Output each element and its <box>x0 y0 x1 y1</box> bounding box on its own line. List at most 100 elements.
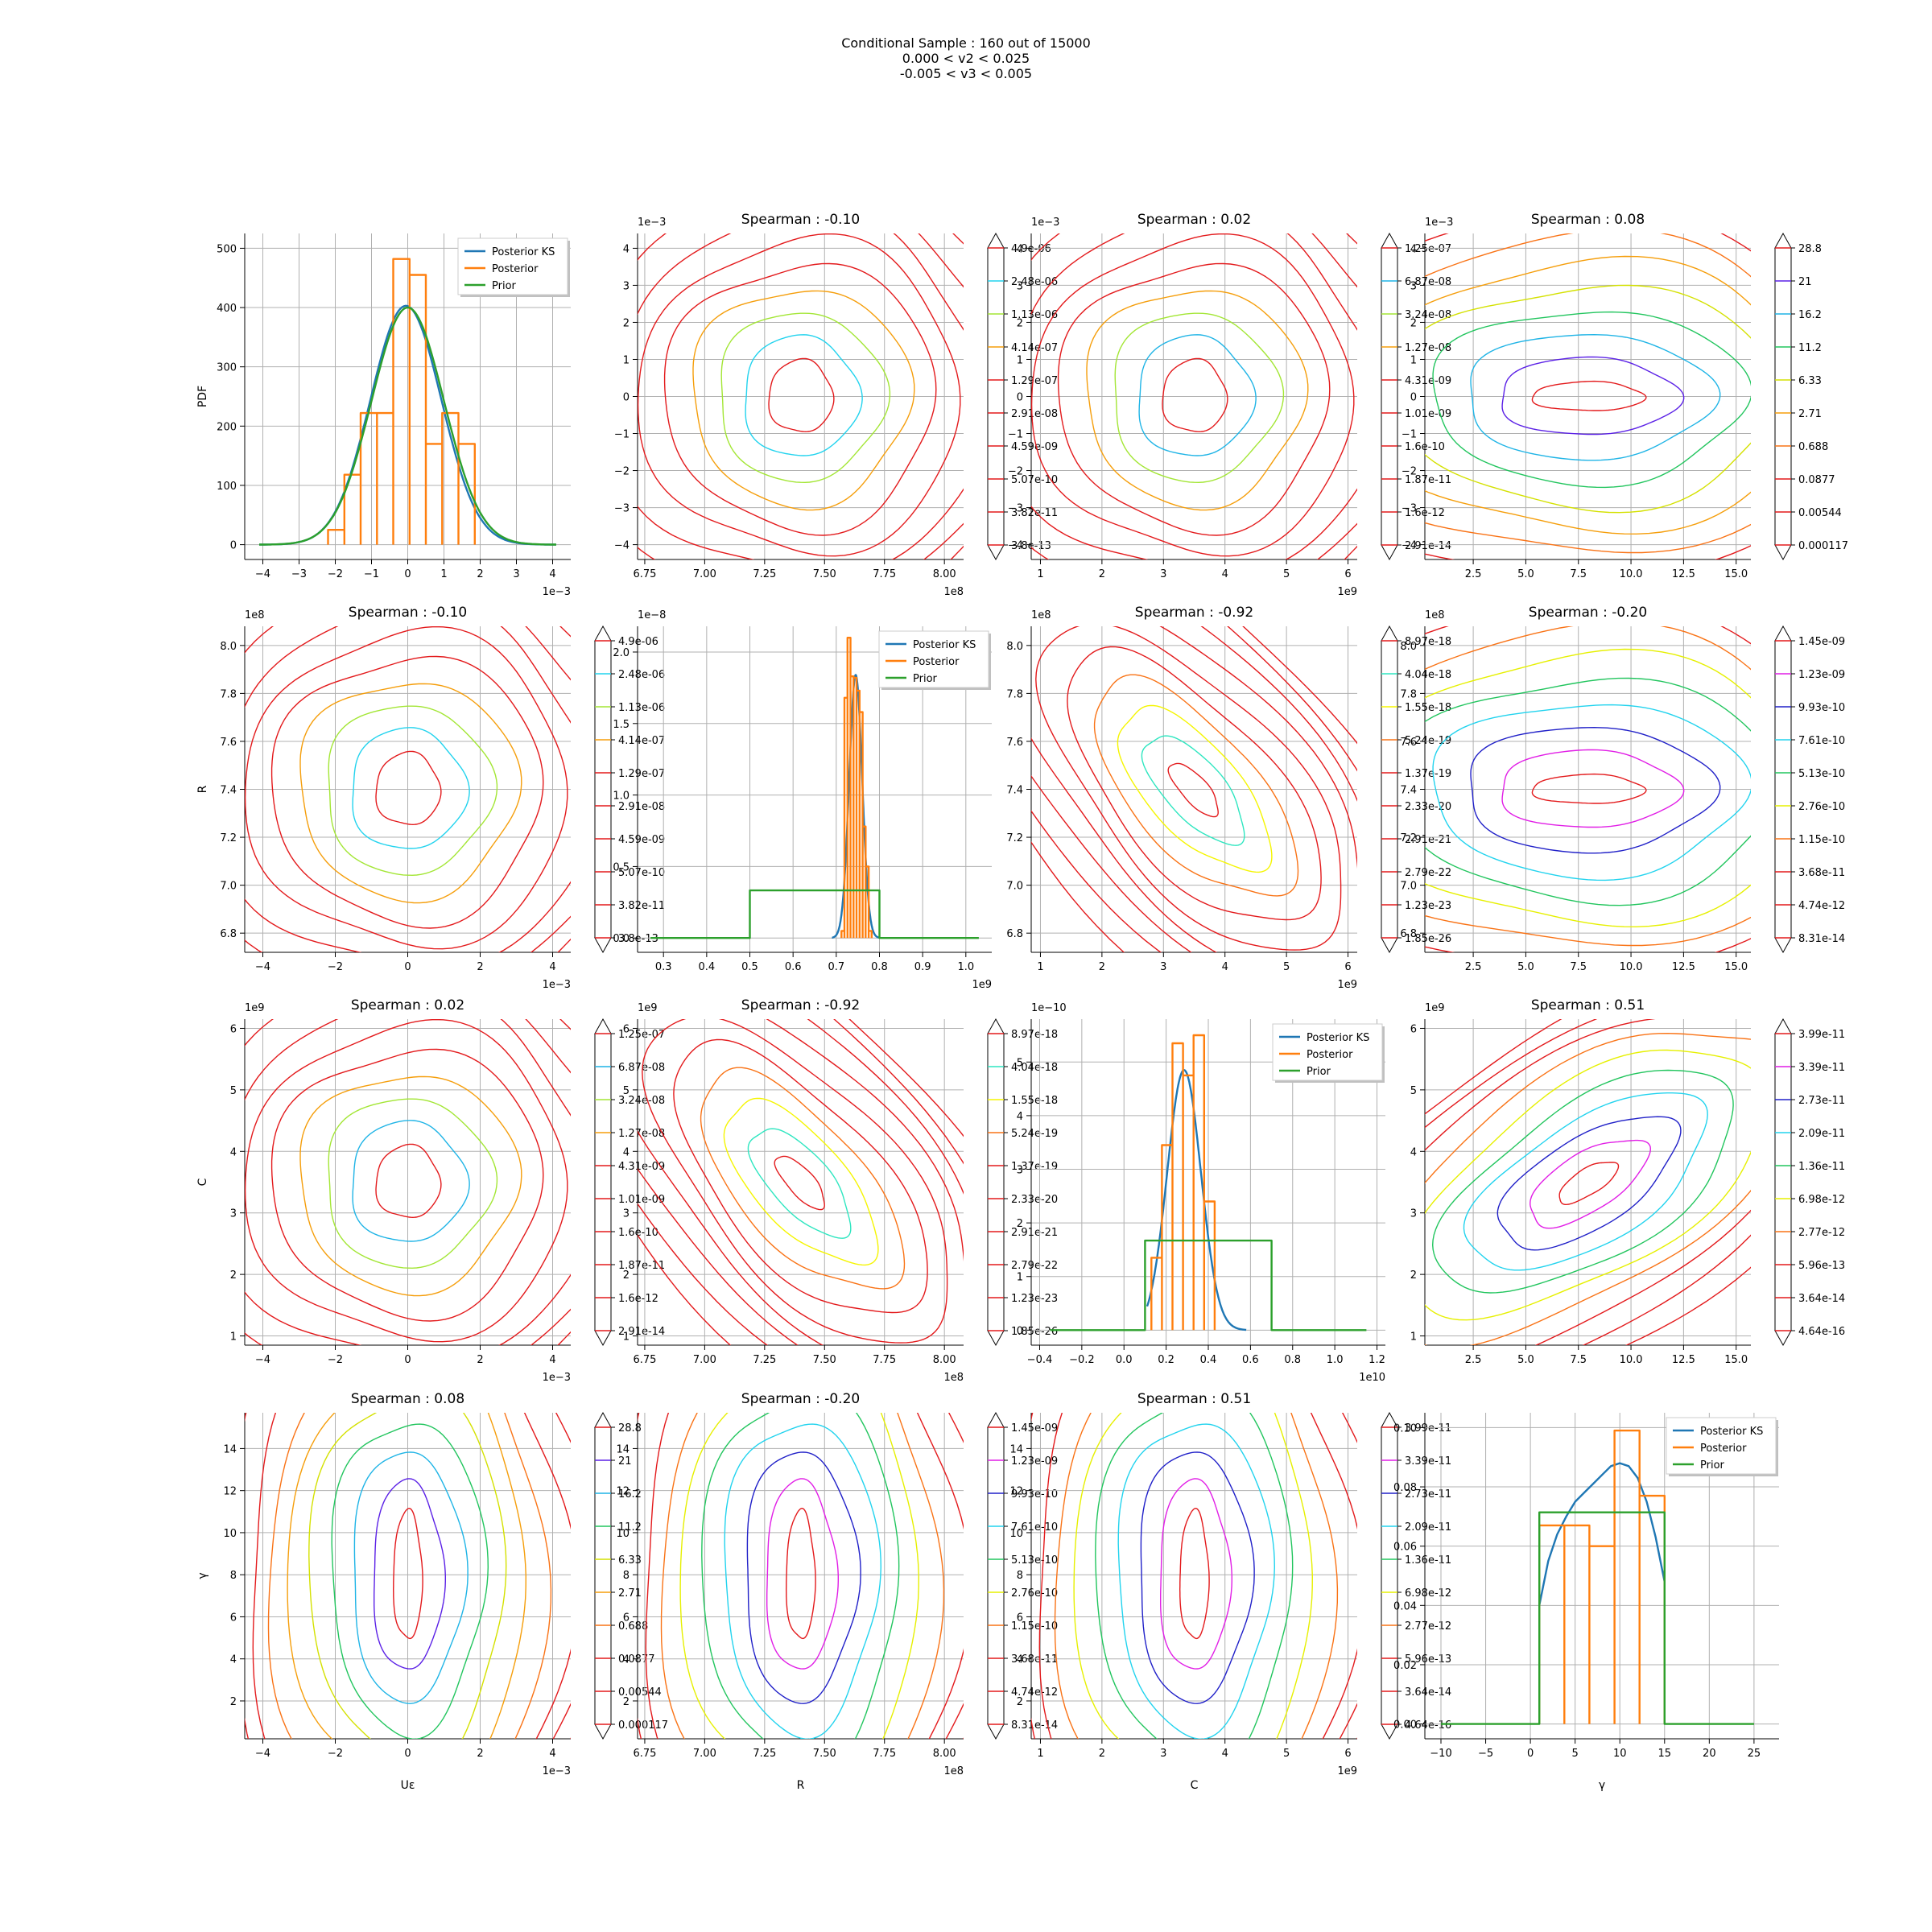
contour-level-6 <box>642 1019 948 1344</box>
y-offset-label: 1e−10 <box>1031 1002 1067 1014</box>
colorbar-level-label: 4.74e-12 <box>1011 1686 1058 1699</box>
y-tick-label: 0 <box>623 392 630 404</box>
x-tick-label: 15 <box>1658 1748 1672 1760</box>
y-tick-label: 1 <box>623 1331 630 1344</box>
panel-title: Spearman : 0.02 <box>351 997 464 1013</box>
colorbar-top-arrow <box>987 1018 1005 1034</box>
colorbar-bottom-arrow <box>1774 544 1792 561</box>
x-tick-label: 10.0 <box>1620 1354 1643 1366</box>
contour-level-4 <box>724 1423 882 1739</box>
y-tick-label: −1 <box>1008 429 1023 441</box>
y-tick-label: −2 <box>1008 466 1023 478</box>
colorbar-bottom-arrow <box>1774 937 1792 954</box>
y-tick-label: 4 <box>623 1654 630 1666</box>
y-tick-label: 5 <box>230 1085 237 1097</box>
contour-level-1 <box>1558 1162 1620 1206</box>
colorbar-level-label: 1.25e-07 <box>618 1029 665 1041</box>
colorbar-frame <box>1381 247 1398 546</box>
y-tick-label: 6 <box>623 1612 630 1624</box>
x-tick-label: 1.0 <box>1327 1354 1344 1366</box>
colorbar-level-label: 2.73e-11 <box>1405 1488 1451 1501</box>
x-tick-label: 2 <box>477 568 483 580</box>
colorbar-level-label: 0.000117 <box>618 1719 668 1732</box>
contour-lines <box>245 1019 571 1345</box>
x-tick-label: −2 <box>328 961 343 973</box>
colorbar-top-arrow <box>594 1411 612 1428</box>
y-tick-label: 4 <box>1017 1111 1023 1123</box>
x-tick-label: 5.0 <box>1517 568 1534 580</box>
x-tick-label: 10.0 <box>1620 961 1643 973</box>
contour-level-7 <box>638 233 964 559</box>
x-offset-label: 1e8 <box>943 586 964 598</box>
y-tick-label: −2 <box>1402 466 1417 478</box>
colorbar-top-arrow <box>1381 625 1398 642</box>
colorbar-frame <box>1381 640 1398 939</box>
y-offset-label: 1e−8 <box>638 609 666 621</box>
y-axis-label: R <box>196 785 209 793</box>
colorbar-level-label: 1.45e-09 <box>1011 1422 1058 1435</box>
x-tick-label: 0.4 <box>1200 1354 1217 1366</box>
contour-level-7 <box>638 1019 964 1345</box>
contour-level-3 <box>1470 333 1721 461</box>
series-posterior <box>1150 1034 1216 1331</box>
x-tick-label: −2 <box>328 1748 343 1760</box>
contour-level-8 <box>1031 626 1357 952</box>
x-tick-label: 4 <box>1222 1748 1228 1760</box>
y-tick-label: 6.8 <box>1400 928 1417 940</box>
y-tick-label: 0.00 <box>1393 1719 1417 1732</box>
x-tick-label: 20 <box>1703 1748 1716 1760</box>
legend-entry: Posterior <box>492 263 539 275</box>
colorbar: 1.25e-076.87e-083.24e-081.27e-084.31e-09… <box>1381 232 1451 561</box>
contour-level-5 <box>1057 262 1331 536</box>
contour-level-5 <box>701 1413 900 1739</box>
x-tick-label: −10 <box>1430 1748 1451 1760</box>
x-tick-label: −3 <box>291 568 307 580</box>
x-tick-label: 7.75 <box>873 568 896 580</box>
x-tick-label: 7.25 <box>753 1354 776 1366</box>
contour-level-3 <box>1496 1116 1682 1251</box>
panel-4-1: −4 −2 0 2 4 2 4 6 8 10 12 14 1e−3 Spearman : 0.08 Uε γ 2… <box>196 1391 668 1792</box>
contour-level-6 <box>638 233 961 557</box>
x-axis-label: γ <box>1599 1779 1605 1792</box>
colorbar-level-label: 2.91e-14 <box>618 1326 665 1338</box>
x-tick-label: 7.5 <box>1570 1354 1587 1366</box>
colorbar-level-label: 7.61e-10 <box>1011 1521 1058 1534</box>
panel-1-1: −4 −3 −2 −1 0 1 2 3 4 0 100 200 300 400 500 1e−3 PDF Post… <box>196 233 571 598</box>
colorbar-level-label: 1.23e-23 <box>1011 1293 1058 1305</box>
y-axis-label: C <box>196 1178 209 1186</box>
contour-level-7 <box>245 626 571 952</box>
legend-entry: Prior <box>1307 1066 1331 1078</box>
colorbar-level-label: 3.64e-14 <box>1405 1686 1451 1699</box>
colorbar-level-label: 1.27e-08 <box>1405 342 1451 354</box>
x-offset-label: 1e−3 <box>543 586 571 598</box>
y-tick-label: 0 <box>1410 392 1417 404</box>
colorbar-level-label: 1.29e-07 <box>1011 375 1058 387</box>
x-tick-label: 5.0 <box>1517 1354 1534 1366</box>
x-tick-label: 2.5 <box>1465 1354 1482 1366</box>
colorbar-level-label: 4.64e-16 <box>1798 1326 1845 1338</box>
colorbar-level-label: 6.33 <box>1798 375 1822 387</box>
x-tick-label: 2 <box>1099 1748 1105 1760</box>
colorbar-level-label: 3.82e-11 <box>618 900 665 912</box>
colorbar-level-label: 5.13e-10 <box>1798 768 1845 780</box>
contour-lines <box>638 1413 964 1739</box>
colorbar-level-label: 2.91e-08 <box>618 801 665 813</box>
x-tick-label: 6.75 <box>633 568 656 580</box>
contour-level-6 <box>245 1019 568 1343</box>
panel-4-2: 6.75 7.00 7.25 7.50 7.75 8.0024681012141e8Spe… <box>616 1391 1058 1792</box>
x-tick-label: 7.5 <box>1570 568 1587 580</box>
x-tick-label: 10.0 <box>1620 568 1643 580</box>
y-tick-label: 7.2 <box>220 832 237 844</box>
colorbar-level-label: 11.2 <box>1798 342 1822 354</box>
colorbar-level-label: 7.61e-10 <box>1798 735 1845 747</box>
legend-entry: Posterior <box>1700 1443 1747 1455</box>
contour-level-5 <box>673 1038 928 1314</box>
contour-level-7 <box>1425 233 1751 554</box>
colorbar-level-label: 1.13e-06 <box>1011 309 1058 321</box>
x-offset-label: 1e8 <box>943 1765 964 1777</box>
legend-entry: Posterior KS <box>913 639 976 651</box>
x-tick-label: 7.25 <box>753 568 776 580</box>
contour-level-8 <box>1425 1019 1751 1345</box>
y-tick-label: 7.8 <box>1400 688 1417 700</box>
colorbar-level-label: 1.6e-12 <box>618 1293 658 1305</box>
